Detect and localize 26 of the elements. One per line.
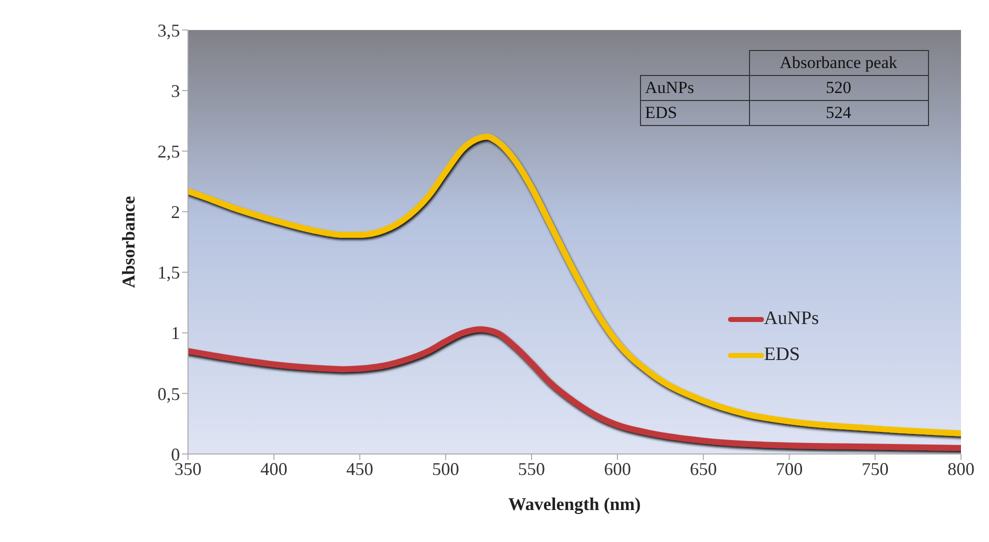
x-axis-title: Wavelength (nm)	[508, 494, 641, 514]
x-tick-label: 750	[862, 458, 889, 479]
x-tick-label: 650	[690, 458, 717, 479]
legend-label: EDS	[764, 344, 800, 366]
y-tick-label: 3	[171, 80, 180, 101]
y-tick-label: 1,5	[158, 262, 180, 283]
x-tick-label: 800	[948, 458, 974, 479]
y-tick-label: 3,5	[158, 20, 180, 40]
y-tick-label: 0	[171, 444, 180, 464]
y-tick-label: 2	[171, 202, 180, 222]
annotation: Absorbance peak	[749, 50, 928, 76]
x-tick-label: 450	[346, 458, 374, 479]
x-tick-label: 400	[260, 458, 288, 479]
annotation: AuNPs	[640, 76, 749, 100]
x-tick-label: 500	[432, 458, 460, 479]
y-tick-label: 0,5	[158, 384, 180, 404]
legend-label: AuNPs	[764, 308, 819, 330]
annotation: 520	[749, 76, 928, 100]
annotation: 524	[749, 100, 928, 126]
y-axis-title: Absorbance	[118, 196, 138, 288]
x-tick-label: 700	[776, 458, 803, 479]
y-tick-label: 1	[171, 323, 180, 344]
y-tick-label: 2,5	[158, 142, 180, 162]
x-tick-label: 600	[604, 458, 631, 479]
annotation: EDS	[640, 100, 749, 126]
x-tick-label: 550	[518, 458, 546, 479]
